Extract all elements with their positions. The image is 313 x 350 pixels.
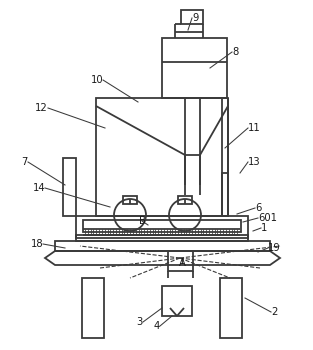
Text: 4: 4: [154, 321, 160, 331]
Bar: [162, 286, 192, 316]
Bar: [181, 10, 203, 24]
Bar: [162, 38, 227, 98]
Text: 9: 9: [192, 13, 198, 23]
Text: 8: 8: [232, 47, 238, 57]
Bar: [63, 158, 76, 216]
Text: 6: 6: [255, 203, 261, 213]
Text: A: A: [178, 258, 185, 268]
Text: 3: 3: [137, 317, 143, 327]
Bar: [96, 98, 228, 216]
Text: 1: 1: [261, 223, 267, 233]
Bar: [55, 241, 270, 251]
Text: 11: 11: [248, 123, 261, 133]
Bar: [82, 278, 104, 338]
Text: 2: 2: [271, 307, 277, 317]
Text: 601: 601: [258, 213, 277, 223]
Text: 12: 12: [35, 103, 48, 113]
Bar: [222, 173, 228, 216]
Text: 7: 7: [22, 157, 28, 167]
Bar: [123, 196, 137, 204]
Bar: [83, 220, 241, 232]
Bar: [76, 235, 248, 241]
Bar: [220, 278, 242, 338]
Text: 14: 14: [32, 183, 45, 193]
Text: 10: 10: [90, 75, 103, 85]
Bar: [76, 216, 248, 238]
Bar: [178, 196, 192, 204]
Bar: [168, 251, 193, 271]
Text: 13: 13: [248, 157, 261, 167]
Text: 19: 19: [268, 243, 281, 253]
Text: 18: 18: [30, 239, 43, 249]
Text: B: B: [139, 216, 146, 226]
